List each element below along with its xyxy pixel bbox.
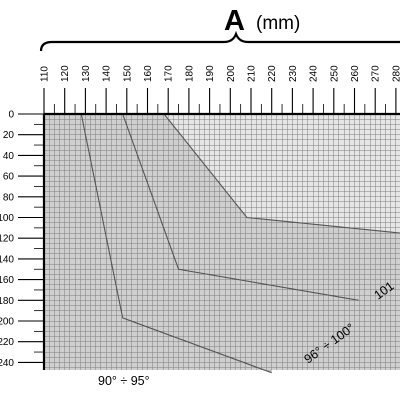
y-tick-label: 100 (0, 213, 14, 224)
x-tick-label: 260 (350, 65, 361, 82)
chart-axes (18, 88, 400, 370)
x-tick-label: 180 (184, 65, 195, 82)
x-tick-label: 120 (60, 65, 71, 82)
y-tick-label: 220 (0, 337, 14, 348)
y-tick-label: 0 (8, 110, 14, 121)
x-tick-label: 190 (205, 65, 216, 82)
y-tick-label: 180 (0, 296, 14, 307)
boundary-line-96-100 (122, 113, 359, 301)
title-unit: (mm) (256, 13, 300, 34)
y-tick-label: 200 (0, 317, 14, 328)
x-tick-label: 240 (309, 65, 320, 82)
chart-title: A (mm) (224, 5, 300, 37)
boundary-line-90-95 (80, 113, 272, 374)
x-tick-label: 220 (267, 65, 278, 82)
region-boundaries (80, 113, 400, 374)
x-tick-label: 200 (226, 65, 237, 82)
x-tick-label: 170 (164, 65, 175, 82)
x-tick-label: 110 (40, 66, 51, 82)
boundary-line-101 (163, 113, 400, 234)
x-tick-label: 250 (329, 65, 340, 82)
x-axis-tick-labels: 110 120 130 140 150 160 170 180 190 200 210 220 230 2… (40, 65, 400, 82)
dimension-brace (39, 30, 400, 52)
y-tick-label: 140 (0, 254, 14, 265)
x-tick-label: 280 (391, 65, 400, 82)
y-tick-label: 20 (3, 130, 15, 141)
chart-grid (44, 114, 400, 370)
x-tick-label: 150 (122, 65, 133, 82)
y-tick-label: 160 (0, 275, 14, 286)
y-tick-label: 120 (0, 234, 14, 245)
y-tick-label: 80 (3, 192, 15, 203)
label-90-95: 90° ÷ 95° (98, 374, 150, 388)
title-letter: A (224, 5, 245, 37)
x-tick-label: 140 (102, 65, 113, 82)
x-tick-label: 160 (143, 65, 154, 82)
x-tick-label: 230 (288, 65, 299, 82)
y-tick-label: 60 (3, 172, 15, 183)
y-tick-label: 40 (3, 151, 15, 162)
brace-path (39, 30, 400, 52)
region-101 (44, 114, 400, 370)
x-tick-label: 210 (247, 65, 258, 82)
y-axis-tick-labels: 0 20 40 60 80 100 120 140 160 180 200 220 240 (0, 110, 14, 369)
x-tick-label: 130 (81, 65, 92, 82)
y-tick-label: 240 (0, 358, 14, 369)
x-tick-label: 270 (371, 65, 382, 82)
